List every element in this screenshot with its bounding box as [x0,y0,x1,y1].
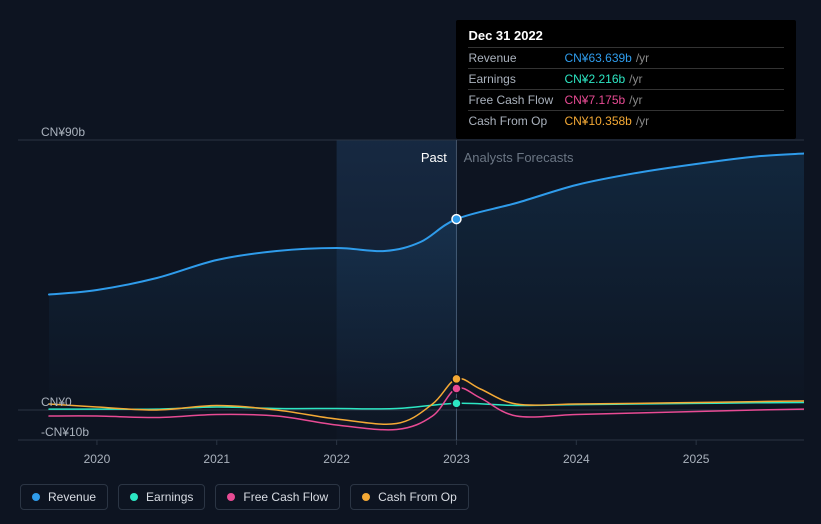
legend-dot-icon [130,493,138,501]
legend-dot-icon [32,493,40,501]
tooltip-row-earnings: EarningsCN¥2.216b/yr [468,68,784,89]
legend-dot-icon [362,493,370,501]
tooltip-row-revenue: RevenueCN¥63.639b/yr [468,47,784,68]
tooltip-row-fcf: Free Cash FlowCN¥7.175b/yr [468,89,784,110]
tooltip-date: Dec 31 2022 [468,28,784,47]
legend-item-fcf[interactable]: Free Cash Flow [215,484,340,510]
y-axis-label: CN¥0 [41,395,72,409]
legend-label: Revenue [48,490,96,504]
x-axis-label: 2021 [203,452,230,466]
legend-label: Free Cash Flow [243,490,328,504]
legend-item-cfo[interactable]: Cash From Op [350,484,469,510]
legend-dot-icon [227,493,235,501]
forecast-label: Analysts Forecasts [464,150,574,165]
past-label: Past [421,150,447,165]
chart-legend: Revenue Earnings Free Cash Flow Cash From O… [20,484,469,510]
legend-item-revenue[interactable]: Revenue [20,484,108,510]
x-axis-label: 2025 [683,452,710,466]
hover-tooltip: Dec 31 2022 RevenueCN¥63.639b/yrEarnings… [456,20,796,139]
y-axis-label: -CN¥10b [41,425,89,439]
legend-item-earnings[interactable]: Earnings [118,484,205,510]
x-axis-label: 2023 [443,452,470,466]
x-axis-label: 2020 [84,452,111,466]
x-axis-label: 2024 [563,452,590,466]
y-axis-label: CN¥90b [41,125,85,139]
legend-label: Cash From Op [378,490,457,504]
legend-label: Earnings [146,490,193,504]
tooltip-row-cfo: Cash From OpCN¥10.358b/yr [468,110,784,131]
x-axis-label: 2022 [323,452,350,466]
